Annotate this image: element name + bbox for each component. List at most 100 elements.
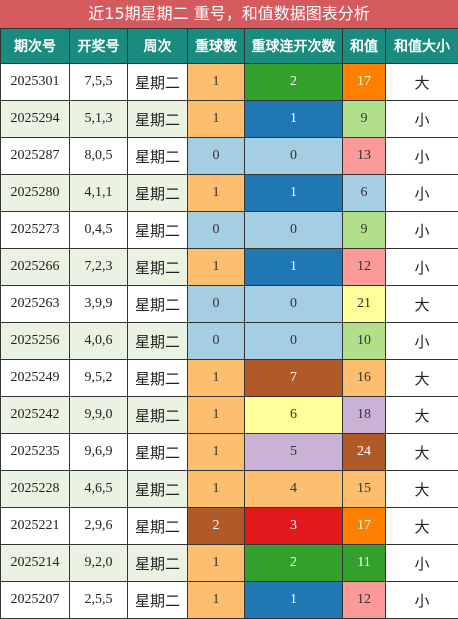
weekday-cell: 星期二 <box>128 360 188 397</box>
sum-cell: 24 <box>343 434 386 471</box>
streak-cell: 0 <box>245 138 343 175</box>
issue-cell: 2025221 <box>1 508 70 545</box>
numbers-cell: 4,0,6 <box>70 323 128 360</box>
header-sum: 和值 <box>343 29 386 64</box>
header-numbers: 开奖号 <box>70 29 128 64</box>
numbers-cell: 7,5,5 <box>70 64 128 101</box>
repeat-cell: 1 <box>188 471 245 508</box>
numbers-cell: 5,1,3 <box>70 101 128 138</box>
header-row: 期次号 开奖号 周次 重球数 重球连开次数 和值 和值大小 <box>1 29 458 64</box>
issue-cell: 2025301 <box>1 64 70 101</box>
weekday-cell: 星期二 <box>128 397 188 434</box>
weekday-cell: 星期二 <box>128 471 188 508</box>
repeat-cell: 1 <box>188 360 245 397</box>
weekday-cell: 星期二 <box>128 582 188 619</box>
sum-cell: 9 <box>343 212 386 249</box>
sum-cell: 9 <box>343 101 386 138</box>
issue-cell: 2025214 <box>1 545 70 582</box>
sum-cell: 6 <box>343 175 386 212</box>
size-cell: 大 <box>386 360 458 397</box>
issue-cell: 2025280 <box>1 175 70 212</box>
size-cell: 大 <box>386 286 458 323</box>
repeat-cell: 1 <box>188 175 245 212</box>
issue-cell: 2025256 <box>1 323 70 360</box>
size-cell: 大 <box>386 64 458 101</box>
size-cell: 小 <box>386 323 458 360</box>
size-cell: 小 <box>386 101 458 138</box>
size-cell: 大 <box>386 397 458 434</box>
repeat-cell: 0 <box>188 212 245 249</box>
repeat-cell: 1 <box>188 582 245 619</box>
sum-cell: 17 <box>343 64 386 101</box>
numbers-cell: 2,5,5 <box>70 582 128 619</box>
streak-cell: 1 <box>245 175 343 212</box>
streak-cell: 0 <box>245 212 343 249</box>
sum-cell: 21 <box>343 286 386 323</box>
sum-cell: 17 <box>343 508 386 545</box>
streak-cell: 4 <box>245 471 343 508</box>
sum-cell: 13 <box>343 138 386 175</box>
numbers-cell: 9,9,0 <box>70 397 128 434</box>
repeat-cell: 0 <box>188 138 245 175</box>
header-issue: 期次号 <box>1 29 70 64</box>
streak-cell: 2 <box>245 64 343 101</box>
weekday-cell: 星期二 <box>128 175 188 212</box>
size-cell: 小 <box>386 582 458 619</box>
streak-cell: 1 <box>245 101 343 138</box>
weekday-cell: 星期二 <box>128 323 188 360</box>
issue-cell: 2025228 <box>1 471 70 508</box>
streak-cell: 6 <box>245 397 343 434</box>
header-streak: 重球连开次数 <box>245 29 343 64</box>
repeat-cell: 1 <box>188 249 245 286</box>
repeat-cell: 0 <box>188 323 245 360</box>
numbers-cell: 3,9,9 <box>70 286 128 323</box>
weekday-cell: 星期二 <box>128 434 188 471</box>
sum-cell: 15 <box>343 471 386 508</box>
weekday-cell: 星期二 <box>128 286 188 323</box>
streak-cell: 0 <box>245 323 343 360</box>
repeat-cell: 1 <box>188 101 245 138</box>
repeat-cell: 1 <box>188 545 245 582</box>
header-repeat: 重球数 <box>188 29 245 64</box>
weekday-cell: 星期二 <box>128 64 188 101</box>
streak-cell: 1 <box>245 249 343 286</box>
numbers-cell: 9,5,2 <box>70 360 128 397</box>
streak-cell: 3 <box>245 508 343 545</box>
size-cell: 小 <box>386 138 458 175</box>
sum-cell: 11 <box>343 545 386 582</box>
sum-cell: 16 <box>343 360 386 397</box>
sum-cell: 10 <box>343 323 386 360</box>
numbers-cell: 2,9,6 <box>70 508 128 545</box>
size-cell: 大 <box>386 471 458 508</box>
size-cell: 大 <box>386 508 458 545</box>
numbers-cell: 4,6,5 <box>70 471 128 508</box>
repeat-cell: 0 <box>188 286 245 323</box>
numbers-cell: 4,1,1 <box>70 175 128 212</box>
weekday-cell: 星期二 <box>128 101 188 138</box>
page-title: 近15期星期二 重号，和值数据图表分析 <box>0 0 458 28</box>
issue-cell: 2025263 <box>1 286 70 323</box>
size-cell: 小 <box>386 212 458 249</box>
issue-cell: 2025266 <box>1 249 70 286</box>
repeat-cell: 1 <box>188 397 245 434</box>
weekday-cell: 星期二 <box>128 249 188 286</box>
numbers-cell: 8,0,5 <box>70 138 128 175</box>
sum-cell: 12 <box>343 582 386 619</box>
weekday-cell: 星期二 <box>128 545 188 582</box>
size-cell: 小 <box>386 175 458 212</box>
streak-cell: 1 <box>245 582 343 619</box>
weekday-cell: 星期二 <box>128 138 188 175</box>
header-weekday: 周次 <box>128 29 188 64</box>
